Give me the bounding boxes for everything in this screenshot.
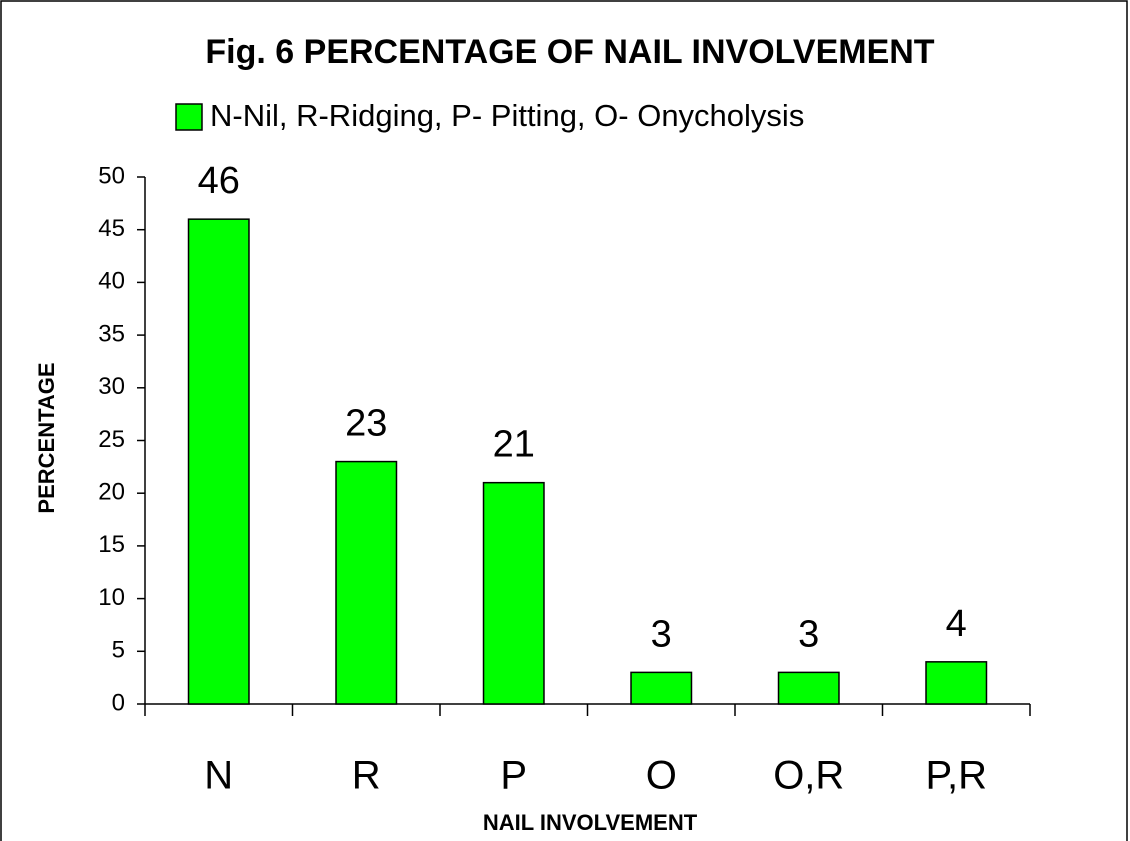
y-tick-label: 40 xyxy=(98,268,125,295)
x-tick-label: R xyxy=(352,754,381,798)
bar xyxy=(187,218,250,705)
x-tick-label: P,R xyxy=(925,754,987,798)
x-tick-label: O,R xyxy=(773,754,844,798)
x-axis-label: NAIL INVOLVEMENT xyxy=(483,810,698,835)
y-tick-label: 30 xyxy=(98,373,125,400)
data-label: 46 xyxy=(198,160,240,202)
y-tick-label: 5 xyxy=(112,637,125,664)
x-tick-label: O xyxy=(646,754,677,798)
y-tick-label: 15 xyxy=(98,531,125,558)
y-tick-label: 25 xyxy=(98,426,125,453)
y-tick-label: 45 xyxy=(98,215,125,242)
data-label: 4 xyxy=(946,603,967,645)
y-axis-label: PERCENTAGE xyxy=(34,362,59,513)
bar xyxy=(925,661,988,705)
bar xyxy=(482,481,545,705)
data-label: 23 xyxy=(345,403,387,445)
legend-label: N-Nil, R-Ridging, P- Pitting, O- Onychol… xyxy=(210,98,804,133)
bar xyxy=(630,671,693,705)
x-tick-label: P xyxy=(500,754,527,798)
y-tick-label: 0 xyxy=(112,689,125,716)
x-tick-label: N xyxy=(204,754,233,798)
bar xyxy=(335,460,398,705)
data-label: 21 xyxy=(493,424,535,466)
y-tick-label: 20 xyxy=(98,479,125,506)
chart-title: Fig. 6 PERCENTAGE OF NAIL INVOLVEMENT xyxy=(205,33,934,71)
y-tick-label: 35 xyxy=(98,320,125,347)
y-tick-label: 50 xyxy=(98,162,125,189)
y-tick-label: 10 xyxy=(98,584,125,611)
data-label: 3 xyxy=(651,613,672,655)
data-label: 3 xyxy=(798,613,819,655)
legend-swatch xyxy=(175,103,203,131)
bar xyxy=(777,671,840,705)
